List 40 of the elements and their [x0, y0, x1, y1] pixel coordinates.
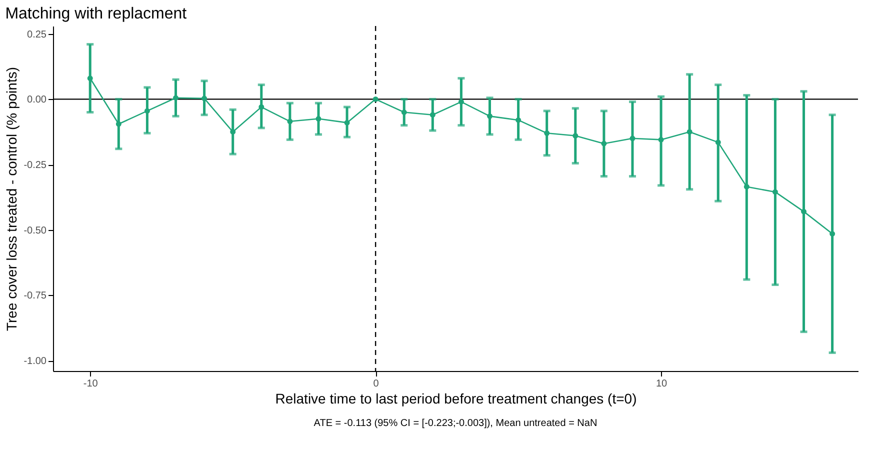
point — [801, 208, 806, 214]
point — [116, 121, 122, 127]
point — [87, 76, 93, 82]
x-tick-label: 0 — [373, 378, 380, 390]
point — [658, 136, 664, 142]
text: ATE = -0.113 (95% CI = [-0.223;-0.003]), Mean untreated = NaN — [314, 418, 598, 429]
point — [686, 129, 692, 135]
point — [516, 117, 522, 123]
y-tick-label: -0.75 — [24, 290, 47, 302]
chart-title: Matching with replacment — [5, 5, 188, 22]
y-tick-label: 0.25 — [27, 29, 47, 40]
point — [287, 118, 293, 124]
point — [772, 189, 778, 195]
point — [144, 108, 150, 114]
point — [372, 96, 378, 102]
point — [458, 99, 464, 105]
point — [715, 140, 721, 146]
point — [401, 110, 407, 115]
y-axis-title: Tree cover loss treated - control (% points) — [4, 66, 20, 332]
point — [430, 112, 436, 118]
point — [744, 184, 750, 190]
point — [830, 231, 836, 237]
point — [630, 136, 636, 142]
point — [316, 116, 322, 122]
x-axis-title: Relative time to last period before treatment changes (t=0) — [275, 390, 637, 406]
y-tick-label: -0.50 — [24, 225, 47, 236]
point — [202, 96, 208, 102]
point — [572, 133, 578, 139]
x-tick-label: -10 — [83, 378, 98, 390]
point — [544, 130, 550, 136]
x-tick-label: 10 — [656, 378, 668, 390]
point — [230, 129, 236, 135]
point — [344, 120, 350, 126]
point — [173, 95, 178, 101]
point — [601, 140, 607, 146]
point — [487, 113, 492, 119]
y-tick-label: -1.00 — [24, 356, 47, 368]
y-tick-label: 0.00 — [27, 94, 47, 106]
y-tick-label: -0.25 — [24, 160, 47, 172]
point — [258, 104, 264, 110]
